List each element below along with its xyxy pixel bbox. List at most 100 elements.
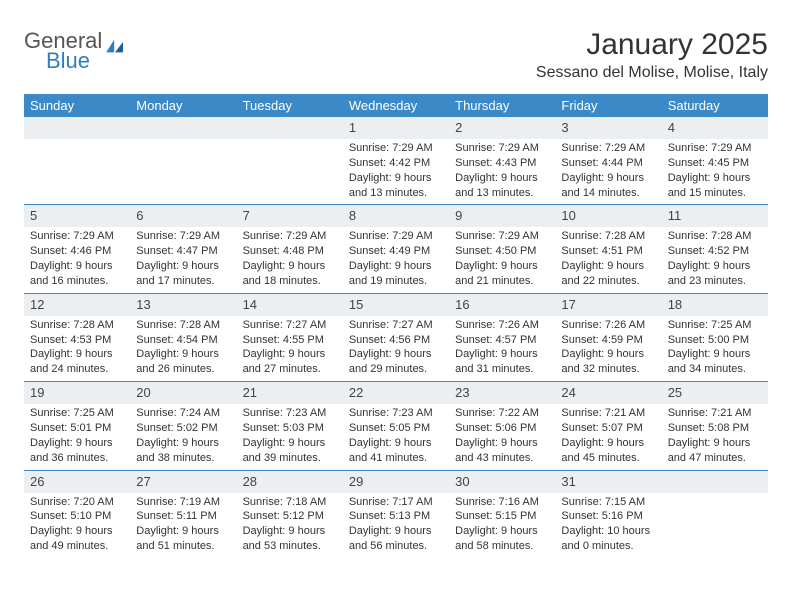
day-details (662, 493, 768, 499)
day-details: Sunrise: 7:21 AMSunset: 5:08 PMDaylight:… (662, 404, 768, 469)
daylight-text: Daylight: 9 hours and 18 minutes. (243, 259, 337, 289)
calendar-day: 11Sunrise: 7:28 AMSunset: 4:52 PMDayligh… (662, 205, 768, 292)
day-details: Sunrise: 7:25 AMSunset: 5:01 PMDaylight:… (24, 404, 130, 469)
day-number-row: 20 (130, 382, 236, 404)
sunrise-text: Sunrise: 7:27 AM (243, 318, 337, 333)
calendar-day: 8Sunrise: 7:29 AMSunset: 4:49 PMDaylight… (343, 205, 449, 292)
day-number-row: . (662, 471, 768, 493)
daylight-text: Daylight: 9 hours and 17 minutes. (136, 259, 230, 289)
day-number: 27 (136, 474, 150, 489)
calendar-day: 14Sunrise: 7:27 AMSunset: 4:55 PMDayligh… (237, 294, 343, 381)
day-details: Sunrise: 7:28 AMSunset: 4:53 PMDaylight:… (24, 316, 130, 381)
sunrise-text: Sunrise: 7:21 AM (561, 406, 655, 421)
day-number-row: 25 (662, 382, 768, 404)
day-details: Sunrise: 7:23 AMSunset: 5:05 PMDaylight:… (343, 404, 449, 469)
sunset-text: Sunset: 4:51 PM (561, 244, 655, 259)
sunset-text: Sunset: 5:03 PM (243, 421, 337, 436)
day-details: Sunrise: 7:15 AMSunset: 5:16 PMDaylight:… (555, 493, 661, 558)
day-number: 8 (349, 208, 356, 223)
weekday-header: Tuesday (237, 94, 343, 117)
sunset-text: Sunset: 4:46 PM (30, 244, 124, 259)
daylight-text: Daylight: 9 hours and 13 minutes. (455, 171, 549, 201)
calendar-day: . (24, 117, 130, 204)
day-number: 31 (561, 474, 575, 489)
sunset-text: Sunset: 5:05 PM (349, 421, 443, 436)
sunrise-text: Sunrise: 7:28 AM (30, 318, 124, 333)
day-number-row: 9 (449, 205, 555, 227)
day-number-row: 1 (343, 117, 449, 139)
day-details: Sunrise: 7:29 AMSunset: 4:45 PMDaylight:… (662, 139, 768, 204)
calendar-day: . (662, 471, 768, 558)
calendar-day: 23 Sunrise: 7:22 AMSunset: 5:06 PMDayligh… (449, 382, 555, 469)
calendar-week: 26Sunrise: 7:20 AMSunset: 5:10 PMDayligh… (24, 471, 768, 558)
day-details: Sunrise: 7:29 AMSunset: 4:42 PMDaylight:… (343, 139, 449, 204)
day-number: 12 (30, 297, 44, 312)
day-number: 10 (561, 208, 575, 223)
sunrise-text: Sunrise: 7:28 AM (668, 229, 762, 244)
day-number-row: 23 (449, 382, 555, 404)
day-number-row: 15 (343, 294, 449, 316)
daylight-text: Daylight: 9 hours and 32 minutes. (561, 347, 655, 377)
sunset-text: Sunset: 4:56 PM (349, 333, 443, 348)
sunset-text: Sunset: 4:49 PM (349, 244, 443, 259)
day-details (24, 139, 130, 145)
calendar-day: 19Sunrise: 7:25 AMSunset: 5:01 PMDayligh… (24, 382, 130, 469)
day-number: 23 (455, 385, 469, 400)
calendar-day: . (130, 117, 236, 204)
daylight-text: Daylight: 9 hours and 45 minutes. (561, 436, 655, 466)
day-number: 3 (561, 120, 568, 135)
sunrise-text: Sunrise: 7:23 AM (349, 406, 443, 421)
day-number: 25 (668, 385, 682, 400)
calendar-day: 2Sunrise: 7:29 AMSunset: 4:43 PMDaylight… (449, 117, 555, 204)
calendar-day: 13Sunrise: 7:28 AMSunset: 4:54 PMDayligh… (130, 294, 236, 381)
day-number-row: 24 (555, 382, 661, 404)
daylight-text: Daylight: 9 hours and 58 minutes. (455, 524, 549, 554)
day-number-row: 2 (449, 117, 555, 139)
calendar-week: 19Sunrise: 7:25 AMSunset: 5:01 PMDayligh… (24, 382, 768, 470)
brand-sail-icon (104, 38, 126, 54)
calendar-day: 18Sunrise: 7:25 AMSunset: 5:00 PMDayligh… (662, 294, 768, 381)
daylight-text: Daylight: 9 hours and 13 minutes. (349, 171, 443, 201)
day-details: Sunrise: 7:29 AMSunset: 4:47 PMDaylight:… (130, 227, 236, 292)
sunset-text: Sunset: 5:01 PM (30, 421, 124, 436)
sunset-text: Sunset: 4:44 PM (561, 156, 655, 171)
calendar-day: . (237, 117, 343, 204)
day-number-row: 14 (237, 294, 343, 316)
day-number-row: . (130, 117, 236, 139)
sunrise-text: Sunrise: 7:28 AM (136, 318, 230, 333)
daylight-text: Daylight: 9 hours and 43 minutes. (455, 436, 549, 466)
daylight-text: Daylight: 9 hours and 24 minutes. (30, 347, 124, 377)
day-details: Sunrise: 7:27 AMSunset: 4:56 PMDaylight:… (343, 316, 449, 381)
day-details: Sunrise: 7:25 AMSunset: 5:00 PMDaylight:… (662, 316, 768, 381)
day-number: 9 (455, 208, 462, 223)
day-number-row: . (237, 117, 343, 139)
day-number-row: 5 (24, 205, 130, 227)
day-number-row: 19 (24, 382, 130, 404)
sunrise-text: Sunrise: 7:25 AM (30, 406, 124, 421)
day-number-row: 11 (662, 205, 768, 227)
day-number: 5 (30, 208, 37, 223)
day-details: Sunrise: 7:20 AMSunset: 5:10 PMDaylight:… (24, 493, 130, 558)
calendar-day: 27Sunrise: 7:19 AMSunset: 5:11 PMDayligh… (130, 471, 236, 558)
calendar-day: 29Sunrise: 7:17 AMSunset: 5:13 PMDayligh… (343, 471, 449, 558)
sunrise-text: Sunrise: 7:29 AM (455, 229, 549, 244)
daylight-text: Daylight: 9 hours and 19 minutes. (349, 259, 443, 289)
sunset-text: Sunset: 5:13 PM (349, 509, 443, 524)
calendar-day: 24Sunrise: 7:21 AMSunset: 5:07 PMDayligh… (555, 382, 661, 469)
day-number: 22 (349, 385, 363, 400)
calendar-day: 12 Sunrise: 7:28 AMSunset: 4:53 PMDayligh… (24, 294, 130, 381)
day-details: Sunrise: 7:22 AMSunset: 5:06 PMDaylight:… (449, 404, 555, 469)
day-number: 15 (349, 297, 363, 312)
calendar-day: 7Sunrise: 7:29 AMSunset: 4:48 PMDaylight… (237, 205, 343, 292)
sunset-text: Sunset: 4:57 PM (455, 333, 549, 348)
day-details: Sunrise: 7:28 AMSunset: 4:51 PMDaylight:… (555, 227, 661, 292)
sunset-text: Sunset: 5:07 PM (561, 421, 655, 436)
sunrise-text: Sunrise: 7:24 AM (136, 406, 230, 421)
sunrise-text: Sunrise: 7:15 AM (561, 495, 655, 510)
day-details: Sunrise: 7:21 AMSunset: 5:07 PMDaylight:… (555, 404, 661, 469)
sunset-text: Sunset: 4:42 PM (349, 156, 443, 171)
day-number-row: 3 (555, 117, 661, 139)
calendar-grid: Sunday Monday Tuesday Wednesday Thursday… (24, 94, 768, 558)
sunrise-text: Sunrise: 7:29 AM (243, 229, 337, 244)
day-number-row: 17 (555, 294, 661, 316)
